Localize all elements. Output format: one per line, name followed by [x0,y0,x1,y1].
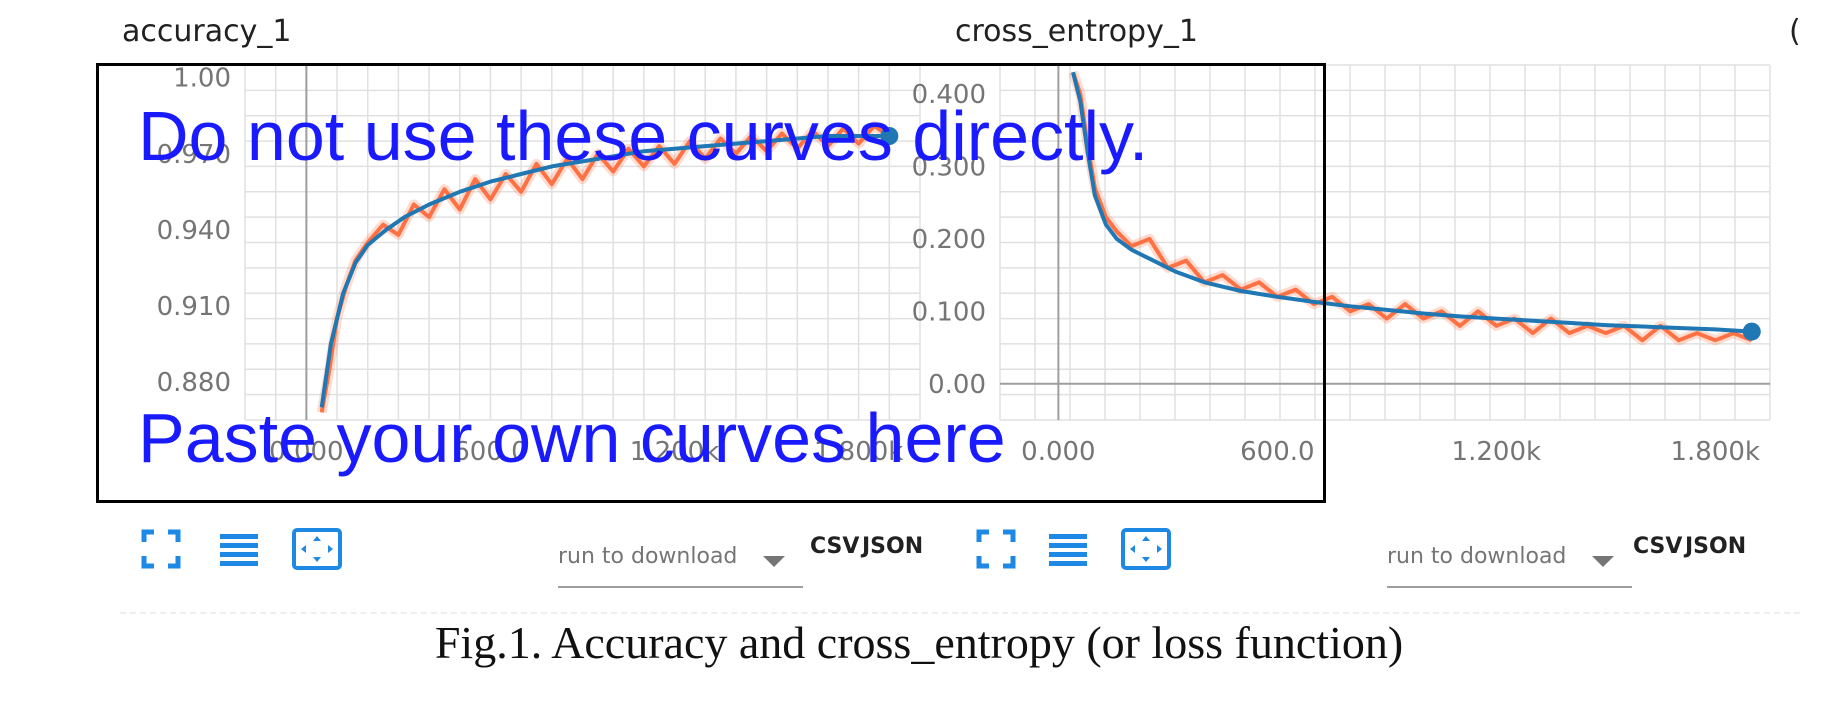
accuracy-toolbar: run to download CSV JSON [140,524,940,588]
download-json-link[interactable]: JSON [862,534,924,559]
y-tick-label: 0.200 [912,225,986,255]
chevron-down-icon [763,556,785,567]
download-csv-link[interactable]: CSV [1633,534,1683,559]
x-tick-label: 600.0 [453,437,527,467]
accuracy-chart: 0.880 0.910 0.940 0.970 1.00 0.000 600.0 1.200k… [157,64,921,467]
run-to-download-select[interactable]: run to download [558,542,803,588]
x-tick-label: 600.0 [1240,437,1314,467]
y-tick-label: 0.970 [157,140,231,170]
download-csv-link[interactable]: CSV [810,534,860,559]
y-tick-label: 1.00 [173,64,231,94]
y-tick-label: 0.910 [157,292,231,322]
run-to-download-select[interactable]: run to download [1387,542,1632,588]
fit-domain-icon[interactable] [292,528,342,570]
y-tick-label: 0.300 [912,152,986,182]
y-tick-label: 0.400 [912,80,986,110]
grid [244,64,921,421]
toggle-log-icon[interactable] [1047,528,1089,570]
smoothed-series-line [319,134,890,408]
x-tick-label: 1.200k [630,437,720,467]
y-tick-label: 0.00 [928,370,986,400]
series-end-marker [880,127,899,145]
fit-domain-icon[interactable] [1121,528,1171,570]
run-select-placeholder: run to download [1387,544,1567,569]
x-tick-label: 1.800k [1671,437,1761,467]
x-tick-label: 0.000 [269,437,343,467]
figure-caption: Fig.1. Accuracy and cross_entropy (or lo… [434,617,1404,668]
x-tick-label: 0.000 [1021,437,1095,467]
next-panel-title-fragment: ( [1789,14,1801,49]
run-select-placeholder: run to download [558,544,738,569]
grid [999,64,1771,421]
smoothed-series-line [1071,71,1752,334]
chart-title-accuracy: accuracy_1 [122,14,292,49]
expand-icon[interactable] [140,528,182,570]
y-tick-label: 0.940 [157,216,231,246]
overlay-warning-text: Do not use these curves directly. [138,97,1149,175]
overlay-instruction-text: Paste your own curves here [138,399,1006,477]
download-json-link[interactable]: JSON [1685,534,1747,559]
cross-entropy-chart: 0.00 0.100 0.200 0.300 0.400 0.000 600.0 1.200k… [912,64,1771,467]
y-tick-label: 0.100 [912,297,986,327]
chevron-down-icon [1592,556,1614,567]
cross-entropy-toolbar: run to download CSV JSON [975,524,1775,588]
raw-series-line [1071,71,1753,343]
series-end-marker [1742,322,1761,341]
x-tick-label: 1.200k [1452,437,1542,467]
x-tick-label: 1.800k [814,437,904,467]
chart-title-cross-entropy: cross_entropy_1 [955,14,1198,49]
y-tick-label: 0.880 [157,368,231,398]
expand-icon[interactable] [975,528,1017,570]
toggle-log-icon[interactable] [218,528,260,570]
panel-divider [120,612,1800,614]
